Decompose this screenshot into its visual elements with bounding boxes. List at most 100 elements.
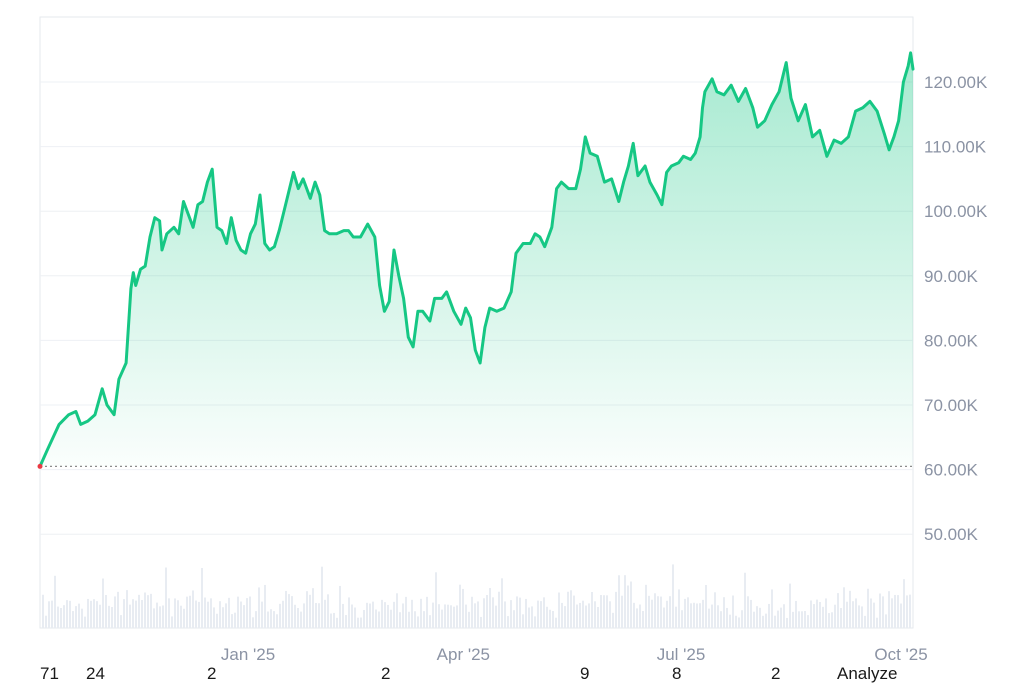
volume-bar: [429, 615, 431, 628]
volume-bar: [747, 596, 749, 628]
volume-bar: [420, 598, 422, 628]
volume-bar: [867, 588, 869, 628]
volume-bar: [606, 595, 608, 628]
y-tick-label: 70.00K: [924, 396, 979, 415]
volume-bar: [852, 601, 854, 628]
bottom-label: 9: [580, 664, 590, 683]
volume-bar: [849, 590, 851, 628]
volume-bar: [828, 613, 830, 628]
analyze-link[interactable]: Analyze: [837, 664, 898, 683]
volume-bar: [870, 598, 872, 628]
volume-bar: [366, 602, 368, 628]
volume-bar: [897, 595, 899, 628]
volume-bar: [93, 599, 95, 628]
volume-bar: [690, 603, 692, 628]
volume-bar: [711, 604, 713, 628]
volume-bar: [579, 602, 581, 628]
volume-bar: [807, 615, 809, 628]
volume-bar: [51, 600, 53, 628]
volume-bar: [441, 609, 443, 628]
volume-bar: [501, 578, 503, 628]
volume-bar: [909, 594, 911, 628]
volume-bar: [588, 603, 590, 628]
volume-bar: [327, 594, 329, 628]
bottom-label: 2: [207, 664, 217, 683]
volume-bar: [126, 590, 128, 628]
volume-bar: [462, 588, 464, 628]
volume-bar: [357, 617, 359, 628]
volume-bar: [771, 589, 773, 628]
volume-bar: [555, 617, 557, 628]
volume-bar: [534, 616, 536, 628]
volume-bar: [516, 596, 518, 628]
volume-bar: [129, 604, 131, 628]
volume-bar: [393, 601, 395, 628]
volume-bar: [315, 603, 317, 628]
price-area-fill: [40, 52, 913, 467]
volume-bar: [543, 597, 545, 628]
y-tick-label: 60.00K: [924, 461, 979, 480]
volume-bar: [744, 572, 746, 628]
x-axis-ticks: Jan '25 Apr '25 Jul '25 Oct '25: [221, 645, 928, 664]
volume-bar: [162, 605, 164, 628]
volume-bar: [96, 601, 98, 628]
volume-bar: [834, 604, 836, 628]
volume-bar: [639, 604, 641, 628]
volume-bar: [495, 605, 497, 628]
volume-bar: [102, 578, 104, 628]
volume-bar: [537, 600, 539, 628]
volume-bar: [873, 602, 875, 628]
volume-bar: [732, 595, 734, 628]
volume-bar: [198, 601, 200, 628]
volume-bar: [84, 616, 86, 628]
volume-bar: [333, 612, 335, 628]
bottom-label: 2: [771, 664, 781, 683]
volume-bar: [378, 611, 380, 628]
volume-bar: [114, 596, 116, 628]
volume-bar: [699, 603, 701, 628]
volume-bar: [402, 603, 404, 628]
volume-bar: [279, 603, 281, 628]
volume-bar: [603, 595, 605, 628]
volume-bar: [738, 617, 740, 628]
volume-bar: [591, 592, 593, 628]
volume-bar: [636, 608, 638, 628]
volume-bar: [294, 604, 296, 628]
volume-bar: [66, 600, 68, 628]
volume-bar: [141, 600, 143, 628]
volume-bar: [633, 602, 635, 628]
volume-bar: [660, 596, 662, 628]
volume-bar: [225, 603, 227, 628]
volume-bar: [882, 596, 884, 628]
volume-bar: [780, 607, 782, 628]
volume-bar: [48, 601, 50, 628]
volume-bar: [510, 600, 512, 628]
y-tick-label: 110.00K: [924, 138, 987, 157]
volume-bar: [183, 608, 185, 628]
volume-bar: [858, 605, 860, 628]
volume-bar: [726, 607, 728, 628]
volume-bar: [789, 583, 791, 628]
volume-bar: [846, 601, 848, 628]
volume-bar: [201, 568, 203, 628]
volume-bar: [837, 593, 839, 628]
volume-bar: [645, 584, 647, 628]
volume-bar: [426, 596, 428, 628]
volume-bar: [552, 611, 554, 628]
volume-bar: [783, 604, 785, 628]
volume-bar: [444, 604, 446, 628]
volume-bar: [147, 595, 149, 628]
volume-bar: [123, 599, 125, 628]
volume-bar: [843, 587, 845, 628]
volume-bar: [243, 605, 245, 628]
volume-bar: [387, 604, 389, 628]
volume-bar: [435, 572, 437, 628]
x-tick-label: Oct '25: [874, 645, 927, 664]
volume-bar: [210, 598, 212, 628]
volume-bar: [342, 603, 344, 628]
volume-bar: [774, 615, 776, 628]
volume-bar: [168, 598, 170, 628]
price-line: [38, 51, 915, 468]
volume-bar: [525, 598, 527, 628]
volume-bar: [192, 590, 194, 628]
